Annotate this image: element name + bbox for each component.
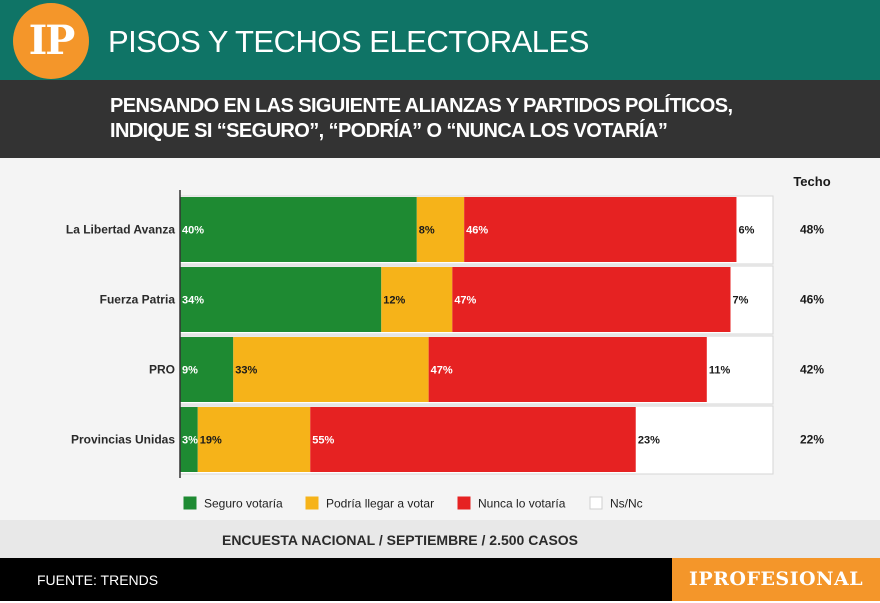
legend-swatch-podria-llegar-a-votar bbox=[305, 496, 319, 510]
bar-value-label-provincias-unidas-ns-nc: 23% bbox=[638, 435, 660, 447]
source-label: FUENTE: TRENDS bbox=[37, 572, 159, 588]
bar-segment-fuerza-patria-seguro-votaria bbox=[180, 267, 382, 332]
bar-segment-la-libertad-avanza-seguro-votaria bbox=[180, 197, 417, 262]
survey-question: PENSANDO EN LAS SIGUIENTE ALIANZAS Y PAR… bbox=[110, 94, 870, 144]
legend-label-seguro-votaria: Seguro votaría bbox=[204, 497, 283, 511]
bar-value-label-fuerza-patria-seguro-votaria: 34% bbox=[182, 295, 204, 307]
page-title: PISOS Y TECHOS ELECTORALES bbox=[108, 24, 589, 59]
bar-segment-fuerza-patria-ns-nc bbox=[730, 267, 772, 332]
bar-segment-fuerza-patria-podria-llegar-a-votar bbox=[381, 267, 453, 332]
logo-text: IP bbox=[28, 17, 76, 64]
bar-segment-fuerza-patria-nunca-lo-votaria bbox=[452, 267, 731, 332]
bar-segment-la-libertad-avanza-nunca-lo-votaria bbox=[464, 197, 737, 262]
bar-value-label-fuerza-patria-podria-llegar-a-votar: 12% bbox=[383, 295, 405, 307]
bar-value-label-provincias-unidas-podria-llegar-a-votar: 19% bbox=[200, 435, 222, 447]
category-label-la-libertad-avanza: La Libertad Avanza bbox=[66, 223, 175, 237]
bar-value-label-la-libertad-avanza-nunca-lo-votaria: 46% bbox=[466, 225, 488, 237]
techo-value-fuerza-patria: 46% bbox=[800, 293, 824, 307]
bar-segment-pro-nunca-lo-votaria bbox=[428, 337, 707, 402]
bar-segment-la-libertad-avanza-ns-nc bbox=[736, 197, 772, 262]
bar-segment-pro-ns-nc bbox=[706, 337, 772, 402]
techo-header: Techo bbox=[793, 174, 830, 189]
bar-value-label-provincias-unidas-nunca-lo-votaria: 55% bbox=[312, 435, 334, 447]
header-bar: IP PISOS Y TECHOS ELECTORALES bbox=[0, 0, 880, 80]
question-bar: PENSANDO EN LAS SIGUIENTE ALIANZAS Y PAR… bbox=[0, 80, 880, 158]
techo-value-la-libertad-avanza: 48% bbox=[800, 223, 824, 237]
bar-value-label-fuerza-patria-ns-nc: 7% bbox=[733, 295, 749, 307]
bar-segment-provincias-unidas-ns-nc bbox=[635, 407, 772, 472]
techo-value-pro: 42% bbox=[800, 363, 824, 377]
bar-segment-provincias-unidas-seguro-votaria bbox=[180, 407, 198, 472]
bar-value-label-la-libertad-avanza-seguro-votaria: 40% bbox=[182, 225, 204, 237]
bar-value-label-pro-podria-llegar-a-votar: 33% bbox=[235, 365, 257, 377]
legend-swatch-nunca-lo-votaria bbox=[457, 496, 471, 510]
bar-value-label-la-libertad-avanza-podria-llegar-a-votar: 8% bbox=[419, 225, 435, 237]
survey-question-line-2: INDIQUE SI “SEGURO”, “PODRÍA” O “NUNCA L… bbox=[110, 120, 668, 142]
brand-box: IPROFESIONAL bbox=[672, 558, 880, 601]
survey-note: ENCUESTA NACIONAL / SEPTIEMBRE / 2.500 C… bbox=[221, 532, 579, 548]
bar-value-label-provincias-unidas-seguro-votaria: 3% bbox=[182, 435, 198, 447]
category-label-pro: PRO bbox=[149, 363, 175, 377]
brand-logo: IPROFESIONAL bbox=[688, 568, 864, 590]
bar-segment-pro-podria-llegar-a-votar bbox=[233, 337, 429, 402]
bar-segment-pro-seguro-votaria bbox=[180, 337, 234, 402]
stacked-bar-chart: Techo La Libertad Avanza 40% 8% 46% 6% 48% Fuer… bbox=[66, 174, 831, 511]
legend-swatch-seguro-votaria bbox=[183, 496, 197, 510]
category-label-provincias-unidas: Provincias Unidas bbox=[71, 433, 175, 447]
bar-segment-provincias-unidas-podria-llegar-a-votar bbox=[197, 407, 311, 472]
bar-segment-provincias-unidas-nunca-lo-votaria bbox=[310, 407, 636, 472]
survey-note-band: ENCUESTA NACIONAL / SEPTIEMBRE / 2.500 C… bbox=[0, 520, 880, 558]
survey-question-line-1: PENSANDO EN LAS SIGUIENTE ALIANZAS Y PAR… bbox=[110, 95, 733, 117]
legend-label-podria-llegar-a-votar: Podría llegar a votar bbox=[326, 497, 434, 511]
techo-value-provincias-unidas: 22% bbox=[800, 433, 824, 447]
chart-panel: Techo La Libertad Avanza 40% 8% 46% 6% 48% Fuer… bbox=[0, 158, 880, 520]
legend-swatch-ns-nc bbox=[589, 496, 603, 510]
bar-value-label-pro-ns-nc: 11% bbox=[709, 365, 731, 377]
legend-label-ns-nc: Ns/Nc bbox=[610, 497, 643, 511]
legend-label-nunca-lo-votaria: Nunca lo votaría bbox=[478, 497, 566, 511]
bar-value-label-pro-nunca-lo-votaria: 47% bbox=[431, 365, 453, 377]
bar-value-label-fuerza-patria-nunca-lo-votaria: 47% bbox=[454, 295, 476, 307]
bar-segment-la-libertad-avanza-podria-llegar-a-votar bbox=[416, 197, 465, 262]
bar-value-label-pro-seguro-votaria: 9% bbox=[182, 365, 198, 377]
category-label-fuerza-patria: Fuerza Patria bbox=[100, 293, 176, 307]
logo-badge: IP bbox=[13, 3, 89, 79]
bar-value-label-la-libertad-avanza-ns-nc: 6% bbox=[738, 225, 754, 237]
